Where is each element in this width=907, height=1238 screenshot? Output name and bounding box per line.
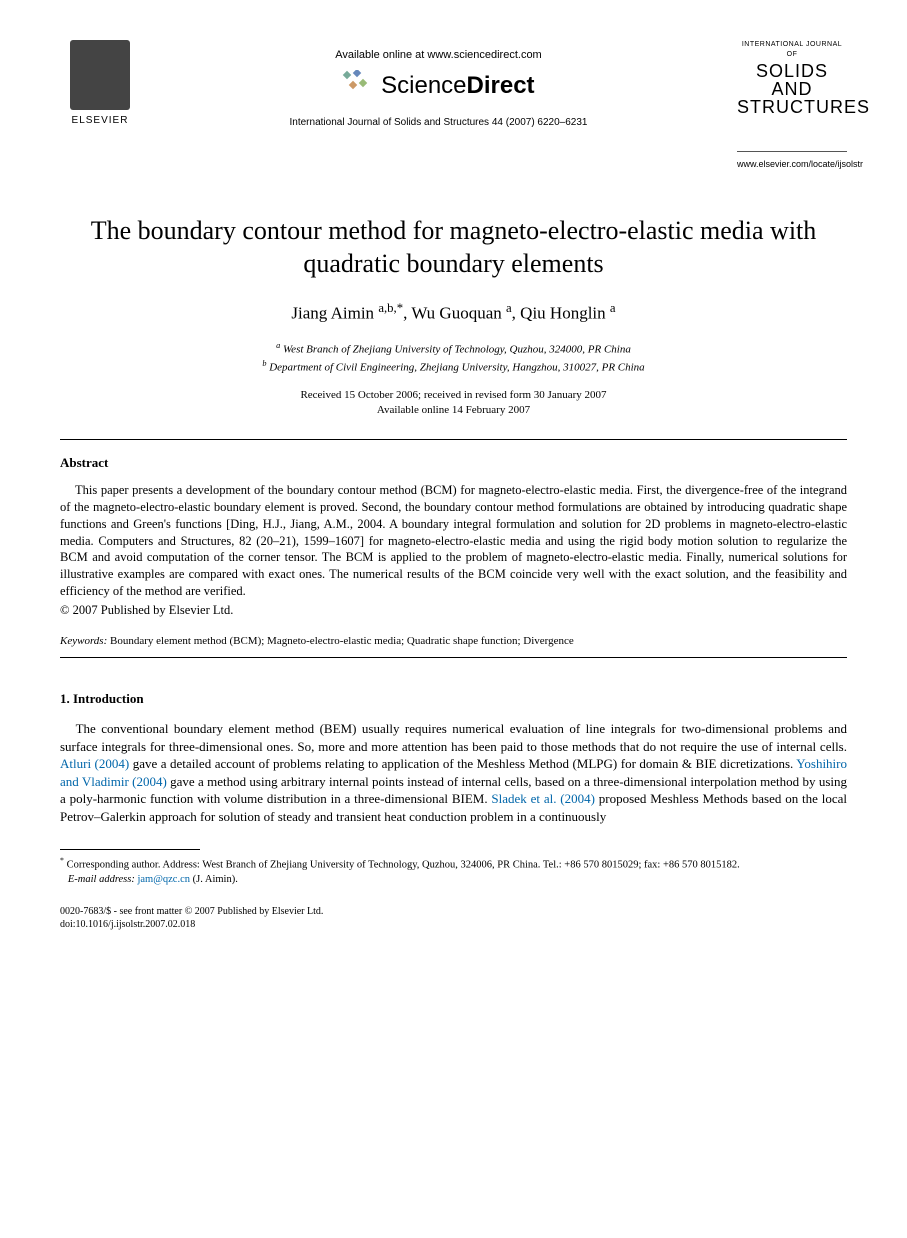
intro-part-a: The conventional boundary element method…	[60, 721, 847, 754]
elsevier-tree-icon	[70, 40, 130, 110]
keywords: Keywords: Boundary element method (BCM);…	[60, 634, 847, 649]
author-2-sup: a	[506, 301, 512, 315]
section-1-heading: 1. Introduction	[60, 690, 847, 708]
available-online-text: Available online at www.sciencedirect.co…	[140, 48, 737, 63]
email-link[interactable]: jam@qzc.cn	[137, 874, 190, 885]
journal-url[interactable]: www.elsevier.com/locate/ijsolstr	[737, 158, 847, 171]
journal-reference: International Journal of Solids and Stru…	[140, 116, 737, 130]
cover-graphic	[737, 122, 847, 152]
author-1-sup: a,b,*	[378, 301, 403, 315]
sd-suffix: Direct	[467, 72, 535, 99]
publisher-label: ELSEVIER	[60, 114, 140, 128]
received-date: Received 15 October 2006; received in re…	[300, 389, 606, 401]
corresponding-footnote: * Corresponding author. Address: West Br…	[60, 856, 847, 887]
elsevier-logo: ELSEVIER	[60, 40, 140, 128]
corr-text: Corresponding author. Address: West Bran…	[64, 860, 740, 871]
author-1: Jiang Aimin	[291, 304, 374, 323]
abstract-copyright: © 2007 Published by Elsevier Ltd.	[60, 602, 847, 620]
author-3: Qiu Honglin	[520, 304, 605, 323]
cover-title-line2: STRUCTURES	[737, 97, 870, 117]
section-1-text: The conventional boundary element method…	[60, 720, 847, 825]
sciencedirect-logo: ScienceDirect	[140, 69, 737, 103]
rule-bottom	[60, 657, 847, 658]
sd-prefix: Science	[381, 72, 466, 99]
email-label: E-mail address:	[68, 874, 135, 885]
cite-sladek[interactable]: Sladek et al. (2004)	[491, 791, 595, 806]
center-header: Available online at www.sciencedirect.co…	[140, 40, 737, 130]
online-date: Available online 14 February 2007	[377, 404, 530, 416]
author-2: Wu Guoquan	[411, 304, 501, 323]
cover-small-text: INTERNATIONAL JOURNAL OF	[737, 40, 847, 60]
journal-cover: INTERNATIONAL JOURNAL OF SOLIDS AND STRU…	[737, 40, 847, 170]
abstract-body: This paper presents a development of the…	[60, 482, 847, 600]
aff-b: Department of Civil Engineering, Zhejian…	[266, 361, 644, 373]
rule-top	[60, 439, 847, 440]
article-title: The boundary contour method for magneto-…	[60, 215, 847, 280]
keywords-label: Keywords:	[60, 635, 107, 647]
aff-a: West Branch of Zhejiang University of Te…	[280, 343, 631, 355]
article-dates: Received 15 October 2006; received in re…	[60, 388, 847, 419]
footer-line1: 0020-7683/$ - see front matter © 2007 Pu…	[60, 906, 323, 917]
author-3-sup: a	[610, 301, 616, 315]
abstract-heading: Abstract	[60, 454, 847, 472]
footer-doi: doi:10.1016/j.ijsolstr.2007.02.018	[60, 919, 195, 930]
cover-title: SOLIDS AND STRUCTURES	[737, 62, 847, 116]
email-who: (J. Aimin).	[190, 874, 238, 885]
sciencedirect-icon	[342, 70, 370, 104]
affiliations: a West Branch of Zhejiang University of …	[60, 340, 847, 376]
authors: Jiang Aimin a,b,*, Wu Guoquan a, Qiu Hon…	[60, 300, 847, 325]
intro-part-b: gave a detailed account of problems rela…	[129, 756, 796, 771]
keywords-text: Boundary element method (BCM); Magneto-e…	[107, 635, 574, 647]
page-header: ELSEVIER Available online at www.science…	[60, 40, 847, 170]
footnote-separator	[60, 849, 200, 850]
cover-title-line1: SOLIDS AND	[756, 61, 828, 99]
cite-atluri[interactable]: Atluri (2004)	[60, 756, 129, 771]
page-footer: 0020-7683/$ - see front matter © 2007 Pu…	[60, 905, 847, 931]
